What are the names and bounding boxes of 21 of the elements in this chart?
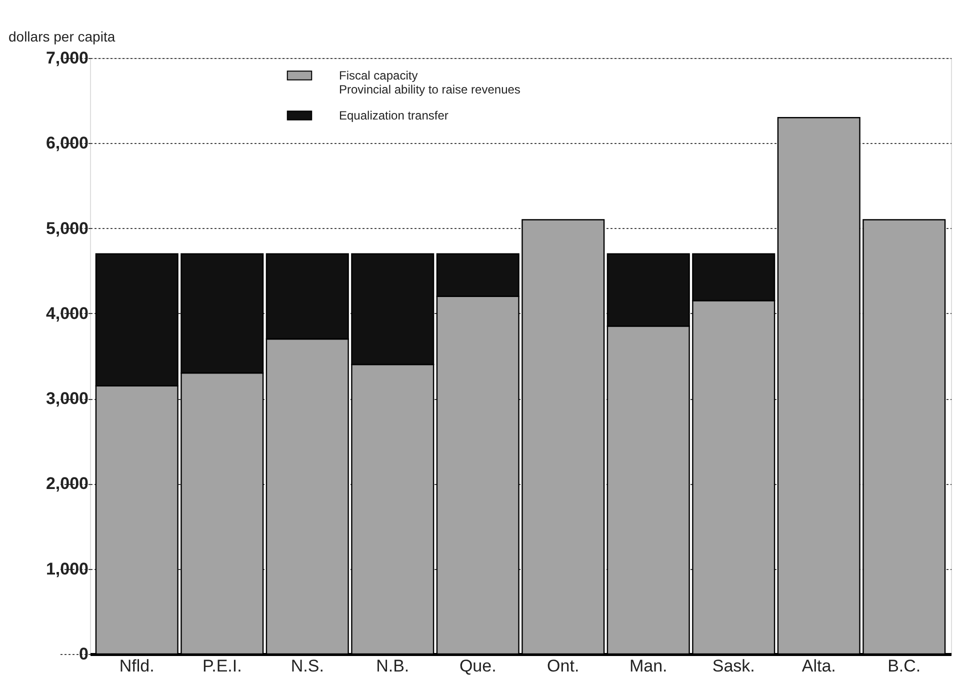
x-tick-label: N.S. [290, 656, 324, 676]
y-tick-label: 3,000 [46, 389, 88, 408]
x-tick-label: Man. [629, 656, 668, 676]
x-tick-label: B.C. [888, 656, 921, 676]
x-tick-label: P.E.I. [202, 656, 242, 676]
legend-label: Fiscal capacity Provincial ability to raise revenues [339, 68, 520, 96]
x-tick-label: Ont. [547, 656, 580, 676]
y-tick-label: 2,000 [46, 474, 88, 494]
legend-label: Equalization transfer [339, 108, 448, 122]
y-tick-label: 7,000 [46, 48, 88, 68]
x-tick-label: Alta. [802, 656, 836, 676]
y-tick-label: 5,000 [46, 218, 88, 238]
x-tick-label: N.B. [376, 656, 410, 676]
y-axis-title: dollars per capita [8, 28, 116, 44]
y-tick-label: 1,000 [46, 559, 88, 578]
y-tick-label: 6,000 [46, 134, 88, 153]
x-tick-label: Sask. [712, 656, 755, 676]
y-tick-label: 4,000 [46, 304, 88, 323]
x-tick-label: Nfld. [119, 656, 154, 676]
x-tick-label: Que. [459, 656, 496, 676]
y-tick-label: 0 [79, 644, 88, 664]
